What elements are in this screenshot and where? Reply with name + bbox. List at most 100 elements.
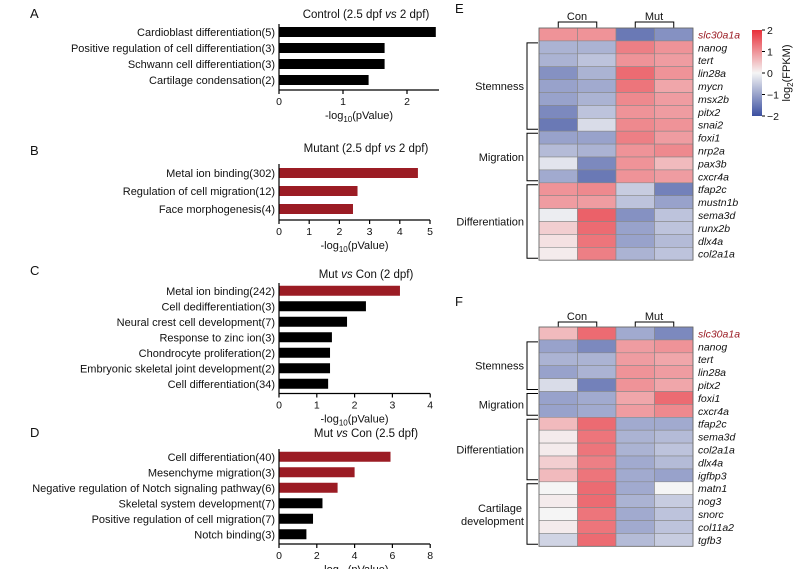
- heatmap-f-header: Con Mut: [567, 311, 663, 323]
- heat-cell-f-12-0: [538, 481, 578, 495]
- gene-label-e-17: col2a1a: [698, 249, 735, 261]
- gene-label-f-4: pitx2: [697, 380, 720, 392]
- heat-cell-e-3-0: [538, 66, 578, 80]
- heat-cell-e-5-2: [615, 92, 655, 106]
- colorbar-tick-label-1: 1: [767, 47, 773, 59]
- bar-c-5: [279, 363, 331, 374]
- heat-cell-f-8-0: [538, 429, 578, 444]
- gene-label-e-2: tert: [698, 55, 714, 67]
- gene-label-e-6: pitx2: [697, 107, 720, 119]
- x-tick-label-c-2: 2: [352, 400, 358, 412]
- heat-cell-f-15-2: [615, 520, 655, 534]
- category-label-c-5: Embryonic skeletal joint development(2): [80, 363, 275, 375]
- heat-cell-f-15-3: [654, 520, 694, 534]
- heat-cell-f-12-3: [654, 481, 694, 495]
- colorbar-tick-label-2: 0: [767, 68, 773, 80]
- heat-cell-f-12-1: [577, 481, 617, 495]
- heat-cell-e-0-1: [577, 27, 617, 42]
- heat-cell-e-6-0: [538, 105, 578, 119]
- x-tick-label-d-2: 4: [352, 550, 358, 562]
- heat-cell-f-15-1: [577, 520, 617, 534]
- x-tick-label-d-1: 2: [314, 550, 320, 562]
- gene-label-e-12: tfap2c: [698, 184, 727, 196]
- group-bracket-e-1: [526, 132, 538, 182]
- heat-cell-e-17-0: [538, 247, 578, 261]
- heat-cell-e-4-1: [577, 79, 617, 93]
- heat-cell-e-14-3: [654, 208, 694, 222]
- heatmap-e: slc30a1ananogtertlin28amycnmsx2bpitx2sna…: [456, 21, 740, 261]
- x-tick-label-c-4: 4: [427, 400, 433, 412]
- gene-label-f-8: sema3d: [698, 432, 737, 444]
- x-axis-label-d: -log10(pValue): [320, 564, 388, 569]
- bar-a-1: [279, 43, 385, 53]
- heat-cell-e-2-1: [577, 53, 617, 67]
- bar-c-6: [279, 378, 329, 389]
- category-label-a-0: Cardioblast differentiation(5): [137, 27, 275, 39]
- heat-cell-f-1-1: [577, 339, 617, 354]
- category-label-a-3: Cartilage condensation(2): [149, 75, 275, 87]
- heat-cell-e-15-2: [615, 221, 655, 235]
- bar-chart-c: Metal ion binding(242) Cell dedifferentia…: [80, 283, 433, 428]
- heat-cell-f-1-3: [654, 339, 694, 354]
- heat-cell-f-2-1: [577, 352, 617, 366]
- heat-cell-e-13-1: [577, 195, 617, 209]
- category-label-d-5: Notch binding(3): [194, 529, 275, 541]
- heat-cell-f-13-3: [654, 494, 694, 508]
- x-tick-label-b-1: 1: [306, 226, 312, 238]
- heat-cell-f-7-1: [577, 416, 617, 431]
- gene-label-e-11: cxcr4a: [698, 171, 729, 183]
- heat-cell-e-9-0: [538, 143, 578, 158]
- panel-a-title: Control (2.5 dpf vs 2 dpf): [303, 9, 430, 21]
- heat-cell-f-5-3: [654, 391, 694, 405]
- heat-cell-e-17-3: [654, 247, 694, 261]
- group-bracket-f-2: [526, 418, 538, 481]
- gene-label-e-7: snai2: [698, 120, 723, 132]
- heat-cell-f-5-1: [577, 391, 617, 405]
- heat-cell-f-14-0: [538, 507, 578, 521]
- category-label-c-4: Chondrocyte proliferation(2): [139, 348, 275, 360]
- heat-cell-e-0-3: [654, 27, 694, 42]
- heat-cell-f-11-2: [615, 468, 655, 483]
- heat-cell-f-14-2: [615, 507, 655, 521]
- heat-cell-e-8-2: [615, 130, 655, 145]
- colorbar-tick-label-4: −2: [767, 111, 779, 123]
- heat-cell-f-4-1: [577, 378, 617, 392]
- gene-label-f-1: nanog: [698, 341, 727, 353]
- heat-cell-f-4-0: [538, 378, 578, 392]
- heat-cell-f-5-2: [615, 391, 655, 405]
- colorbar-title: log2(FPKM): [781, 44, 795, 101]
- heat-cell-e-14-2: [615, 208, 655, 222]
- category-label-a-1: Positive regulation of cell differentiat…: [71, 43, 275, 55]
- heat-cell-f-14-3: [654, 507, 694, 521]
- heat-cell-e-6-3: [654, 105, 694, 119]
- category-label-d-4: Positive regulation of cell migration(7): [92, 514, 275, 526]
- heat-cell-f-16-1: [577, 533, 617, 547]
- heat-cell-e-2-0: [538, 53, 578, 67]
- colorbar-tick-label-3: −1: [767, 90, 779, 102]
- heat-cell-f-2-0: [538, 352, 578, 366]
- heat-cell-f-10-1: [577, 455, 617, 470]
- heat-cell-e-14-1: [577, 208, 617, 222]
- bar-a-3: [279, 75, 369, 85]
- heat-cell-f-2-3: [654, 352, 694, 366]
- x-tick-label-d-4: 8: [427, 550, 433, 562]
- heat-cell-e-7-1: [577, 118, 617, 132]
- bar-chart-a: Cardioblast differentiation(5) Positive r…: [71, 24, 439, 124]
- heat-cell-e-16-3: [654, 234, 694, 248]
- heat-cell-e-13-3: [654, 195, 694, 209]
- heat-cell-e-11-3: [654, 169, 694, 184]
- heat-cell-f-5-0: [538, 391, 578, 405]
- heat-cell-f-3-1: [577, 365, 617, 379]
- heat-cell-f-6-0: [538, 404, 578, 418]
- bar-c-0: [279, 285, 400, 296]
- x-tick-label-a-0: 0: [276, 96, 282, 108]
- gene-label-f-13: nog3: [698, 496, 722, 508]
- heat-cell-e-15-1: [577, 221, 617, 235]
- x-tick-label-a-1: 1: [340, 96, 346, 108]
- heat-cell-e-2-3: [654, 53, 694, 67]
- heat-cell-e-4-3: [654, 79, 694, 93]
- x-tick-label-c-0: 0: [276, 400, 282, 412]
- heat-cell-e-11-1: [577, 169, 617, 184]
- category-label-b-0: Metal ion binding(302): [166, 168, 275, 180]
